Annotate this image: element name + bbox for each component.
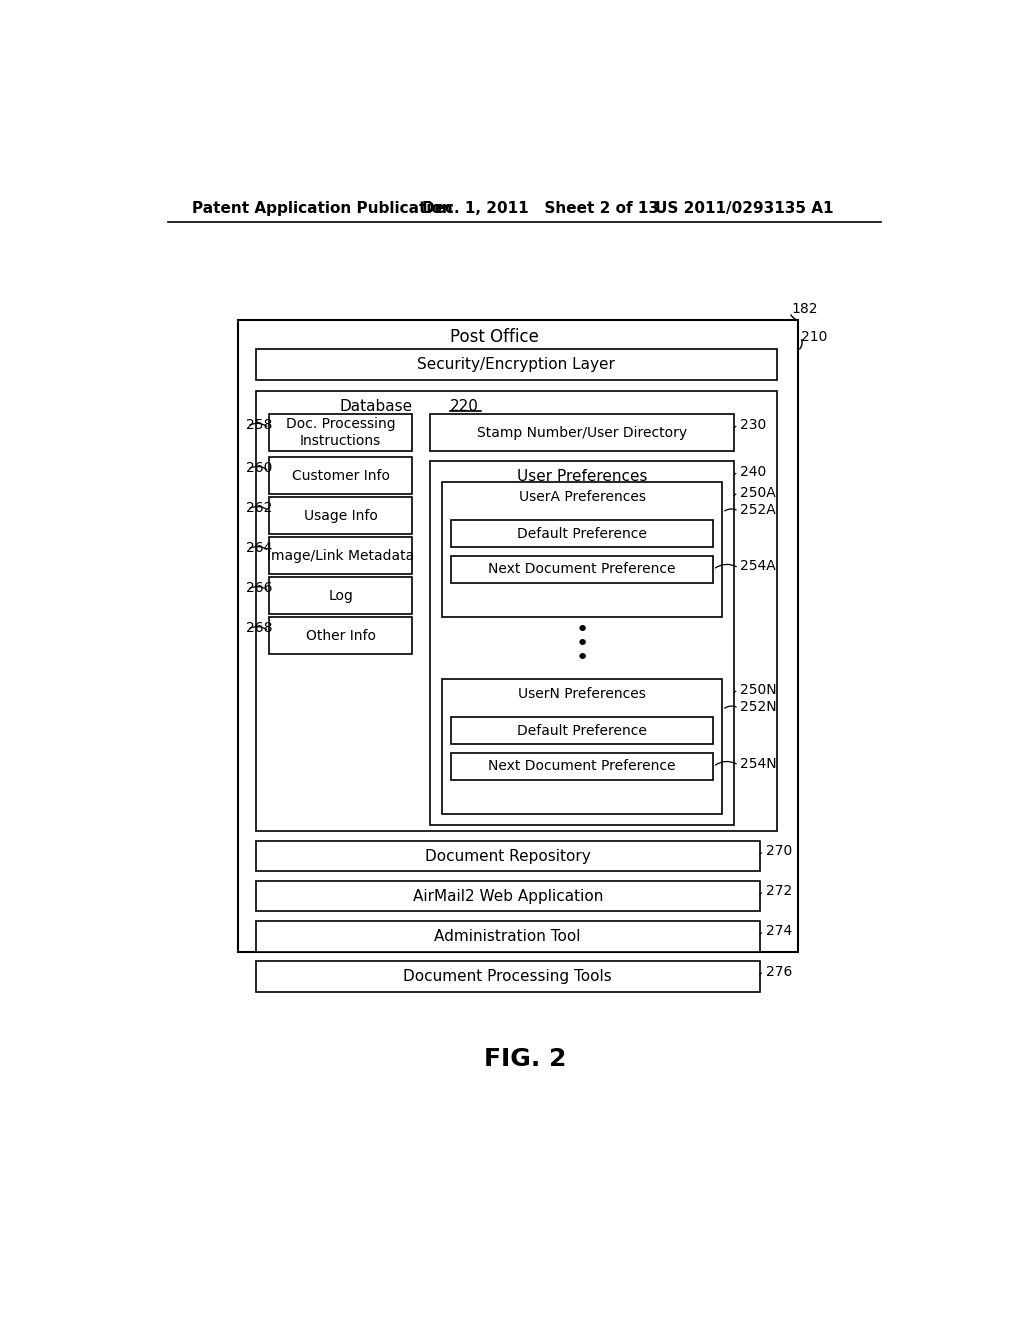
Text: 182: 182	[792, 301, 818, 315]
Text: 230: 230	[740, 418, 767, 432]
Bar	[452, 520, 713, 548]
Bar	[452, 752, 713, 780]
Bar	[256, 391, 776, 832]
Text: Next Document Preference: Next Document Preference	[488, 759, 676, 774]
Text: Default Preference: Default Preference	[517, 527, 647, 541]
Text: Document Processing Tools: Document Processing Tools	[403, 969, 612, 983]
Text: •: •	[575, 648, 589, 668]
Text: User Preferences: User Preferences	[517, 469, 647, 484]
Text: Administration Tool: Administration Tool	[434, 928, 581, 944]
Bar	[238, 321, 798, 952]
Text: Post Office: Post Office	[451, 329, 539, 346]
Bar	[442, 678, 722, 813]
Text: 276: 276	[766, 965, 793, 978]
Text: US 2011/0293135 A1: US 2011/0293135 A1	[655, 201, 834, 216]
Bar	[256, 961, 760, 991]
Text: Security/Encryption Layer: Security/Encryption Layer	[418, 358, 615, 372]
Text: Next Document Preference: Next Document Preference	[488, 562, 676, 577]
Text: 250N: 250N	[740, 682, 777, 697]
Bar	[256, 921, 760, 952]
Text: AirMail2 Web Application: AirMail2 Web Application	[413, 888, 603, 904]
Text: Dec. 1, 2011   Sheet 2 of 13: Dec. 1, 2011 Sheet 2 of 13	[423, 201, 659, 216]
Bar	[256, 350, 776, 380]
Text: 270: 270	[766, 845, 793, 858]
Text: 250A: 250A	[740, 486, 776, 499]
Text: Log: Log	[329, 589, 353, 603]
Text: 266: 266	[246, 581, 272, 595]
Text: 252N: 252N	[740, 700, 777, 714]
Text: •: •	[575, 635, 589, 655]
Text: 262: 262	[246, 502, 272, 515]
Text: 210: 210	[802, 330, 827, 345]
Bar	[256, 841, 760, 871]
Text: 264: 264	[246, 541, 272, 554]
Text: FIG. 2: FIG. 2	[483, 1047, 566, 1072]
Bar	[430, 414, 734, 451]
Text: UserN Preferences: UserN Preferences	[518, 688, 646, 701]
Text: Other Info: Other Info	[306, 628, 376, 643]
Text: 268: 268	[246, 622, 272, 635]
Text: 258: 258	[246, 418, 272, 432]
Text: Image/Link Metadata: Image/Link Metadata	[267, 549, 415, 562]
Text: Document Repository: Document Repository	[425, 849, 591, 863]
Bar	[269, 577, 413, 614]
Text: 260: 260	[246, 461, 272, 475]
Bar	[452, 556, 713, 582]
Text: 274: 274	[766, 924, 793, 939]
Text: Doc. Processing
Instructions: Doc. Processing Instructions	[286, 417, 395, 447]
Text: 240: 240	[740, 465, 767, 479]
Text: 272: 272	[766, 884, 793, 899]
Bar	[452, 718, 713, 744]
Bar	[256, 880, 760, 911]
Bar	[442, 482, 722, 616]
Text: UserA Preferences: UserA Preferences	[518, 490, 646, 504]
Bar	[269, 457, 413, 494]
Bar	[269, 537, 413, 574]
Bar	[269, 618, 413, 655]
Text: Database: Database	[339, 399, 413, 414]
Text: 254N: 254N	[740, 756, 777, 771]
Text: 254A: 254A	[740, 560, 776, 573]
Text: Default Preference: Default Preference	[517, 723, 647, 738]
Text: Patent Application Publication: Patent Application Publication	[191, 201, 453, 216]
Text: •: •	[575, 620, 589, 640]
Text: 252A: 252A	[740, 503, 776, 516]
Bar	[269, 414, 413, 451]
Text: 220: 220	[450, 399, 478, 414]
Text: Stamp Number/User Directory: Stamp Number/User Directory	[477, 425, 687, 440]
Bar	[269, 498, 413, 535]
Text: Customer Info: Customer Info	[292, 469, 390, 483]
Bar	[430, 461, 734, 825]
Text: Usage Info: Usage Info	[304, 508, 378, 523]
